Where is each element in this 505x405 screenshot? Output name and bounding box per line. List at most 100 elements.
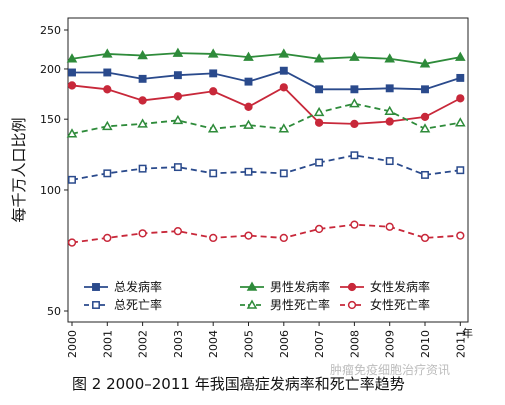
data-point-s4: [103, 169, 112, 178]
data-point-s6: [385, 222, 394, 231]
x-tick-label: 2009: [384, 330, 397, 358]
legend-label: 总死亡率: [114, 297, 162, 312]
data-point-s1: [421, 85, 429, 94]
data-point-s4: [68, 175, 76, 184]
x-tick-label: 2007: [313, 330, 326, 358]
data-point-s3: [350, 119, 359, 129]
data-point-s6: [173, 226, 183, 236]
legend-marker: [347, 282, 357, 292]
data-point-s6: [244, 231, 253, 240]
data-point-s1: [315, 85, 324, 94]
data-point-s1: [244, 77, 253, 86]
data-point-s3: [103, 85, 112, 94]
x-tick-label: 2002: [137, 330, 150, 358]
data-point-s3: [138, 96, 147, 105]
legend-label: 女性死亡率: [370, 297, 430, 312]
series-line-3: [71, 84, 461, 125]
x-tick-label: 2000: [66, 330, 79, 358]
x-tick-label: 2010: [419, 330, 432, 358]
data-point-s3: [314, 118, 324, 127]
data-point-s4: [421, 170, 429, 179]
series-line-4: [71, 154, 461, 181]
data-point-s2: [172, 47, 184, 57]
data-point-s1: [350, 85, 359, 94]
plot-frame: [67, 17, 469, 323]
data-point-s5: [349, 98, 360, 108]
data-point-s6: [209, 233, 218, 243]
data-point-s1: [138, 74, 147, 83]
x-tick-label: 2004: [207, 330, 220, 358]
data-point-s6: [138, 229, 147, 238]
data-point-s4: [279, 169, 288, 178]
series-line-1: [72, 69, 461, 91]
data-point-s5: [313, 106, 325, 117]
x-tick-label: 2008: [348, 330, 361, 358]
y-tick-label: 200: [40, 63, 61, 76]
data-point-s2: [137, 50, 148, 60]
data-point-s5: [172, 114, 184, 125]
series-line-5: [71, 102, 461, 135]
data-point-s2: [66, 53, 78, 63]
data-point-s1: [385, 84, 394, 93]
data-point-s5: [207, 123, 219, 133]
data-point-s3: [173, 92, 183, 101]
x-tick-label: 2001: [101, 330, 114, 358]
series-line-6: [71, 223, 461, 244]
data-point-s4: [456, 166, 465, 175]
legend-label: 女性发病率: [370, 279, 430, 294]
data-point-s4: [138, 164, 147, 173]
data-point-s3: [385, 117, 394, 126]
data-point-s5: [243, 119, 254, 129]
data-point-s2: [243, 51, 254, 61]
data-point-s4: [173, 163, 182, 172]
y-tick-label: 100: [40, 184, 61, 197]
data-point-s4: [315, 158, 324, 167]
data-point-s5: [455, 117, 466, 127]
data-point-s2: [278, 48, 290, 58]
data-point-s2: [207, 48, 219, 58]
data-point-s3: [420, 112, 430, 122]
data-point-s2: [102, 48, 113, 58]
data-point-s3: [279, 83, 288, 92]
data-point-s4: [385, 157, 394, 166]
data-point-s6: [314, 224, 324, 234]
legend-label: 男性死亡率: [270, 297, 330, 312]
data-point-s1: [456, 73, 465, 82]
data-point-s3: [67, 81, 77, 90]
data-point-s2: [455, 51, 466, 61]
y-tick-label: 250: [40, 24, 61, 37]
data-point-s1: [279, 66, 288, 75]
data-point-s2: [419, 58, 431, 68]
watermark-text: 肿瘤免疫细胞治疗资讯: [330, 362, 450, 377]
data-point-s6: [350, 220, 359, 229]
y-axis-label: 每千万人口比例: [10, 117, 28, 222]
data-point-s2: [384, 53, 395, 63]
x-axis-unit-label: 年: [462, 326, 473, 340]
legend-label: 男性发病率: [270, 279, 330, 294]
legend-marker: [347, 300, 357, 310]
legend-marker: [246, 281, 258, 291]
data-point-s6: [67, 238, 77, 247]
x-tick-label: 2003: [172, 330, 185, 358]
data-point-s6: [456, 231, 465, 240]
data-point-s6: [103, 233, 112, 243]
x-tick-label: 2006: [278, 330, 291, 358]
data-point-s5: [419, 123, 431, 133]
plot-area: 50 100 150 200 250 2000 2001 2002 2003 2004 2005 20…: [40, 17, 469, 358]
data-point-s5: [137, 118, 148, 128]
data-point-s1: [209, 69, 218, 78]
data-point-s6: [420, 233, 430, 243]
data-point-s4: [350, 151, 359, 160]
data-point-s6: [279, 233, 288, 243]
data-point-s3: [244, 102, 253, 111]
figure-caption: 图 2 2000–2011 年我国癌症发病率和死亡率趋势: [72, 375, 405, 393]
data-point-s3: [209, 87, 218, 96]
data-point-s1: [103, 68, 112, 77]
data-point-s5: [278, 123, 290, 133]
data-point-s1: [68, 68, 76, 77]
data-point-s2: [349, 51, 360, 61]
data-point-s1: [173, 71, 182, 80]
series-line-2: [71, 52, 461, 65]
data-point-s5: [102, 120, 113, 131]
